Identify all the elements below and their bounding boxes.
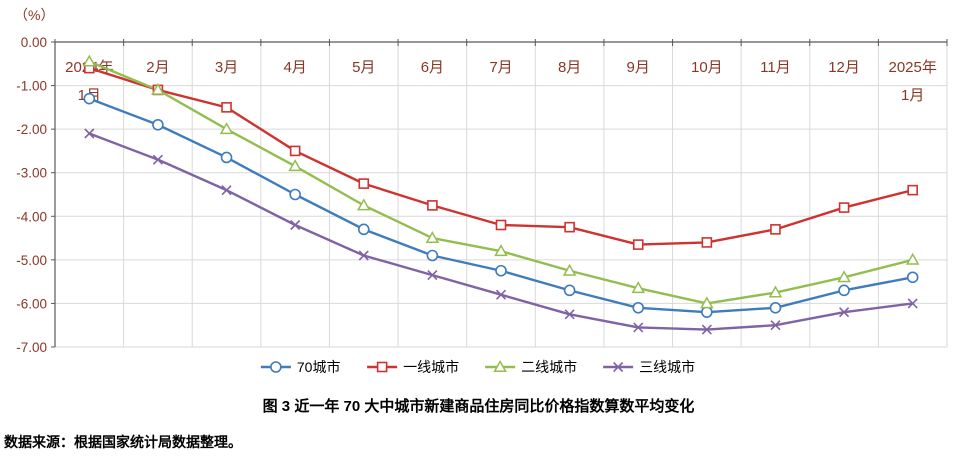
triangle-marker (837, 270, 851, 283)
gridlines (55, 42, 948, 348)
legend-item: 70城市 (260, 359, 341, 375)
x-tick-label: 2月 (146, 59, 169, 76)
square-marker (376, 361, 388, 373)
triangle-marker (356, 198, 371, 211)
x-marker (495, 289, 507, 300)
x-tick-label: 9月 (627, 59, 650, 76)
legend-item: 三线城市 (603, 359, 695, 375)
square-marker (289, 145, 301, 157)
x-tick-label: 6月 (421, 59, 444, 76)
x-tick-label: 7月 (489, 59, 512, 76)
triangle-marker (82, 54, 97, 67)
square-marker (358, 178, 370, 189)
x-tick-label: 3月 (215, 59, 238, 76)
x-marker (701, 324, 712, 335)
x-axis-labels: 2024年1月2月3月4月5月6月7月8月9月10月11月12月2025年1月 (65, 59, 937, 104)
circle-marker (270, 361, 282, 373)
y-tick-label: -3.00 (16, 166, 47, 181)
x-marker (84, 128, 95, 139)
x-marker (907, 298, 918, 309)
triangle-marker (631, 281, 646, 294)
x-marker (770, 320, 781, 331)
triangle-marker (700, 296, 714, 309)
circle-marker (83, 92, 96, 105)
triangle-marker (151, 82, 165, 95)
circle-marker (152, 118, 164, 131)
x-tick-label: 12月 (828, 59, 860, 76)
y-tick-label: -7.00 (16, 340, 47, 355)
square-marker (632, 239, 644, 250)
y-tick-label: -6.00 (16, 296, 47, 311)
x-tick-label: 10月 (691, 59, 723, 76)
legend-item: 二线城市 (485, 359, 577, 375)
x-tick-label: 4月 (283, 59, 306, 76)
square-marker (907, 184, 918, 196)
circle-marker (701, 306, 713, 318)
x-tick-label: 11月 (760, 59, 791, 76)
circle-marker (563, 284, 576, 297)
circle-marker (220, 151, 233, 164)
triangle-marker (494, 244, 508, 257)
series-lines (88, 60, 913, 331)
y-axis-unit-label: （%） (14, 7, 54, 23)
square-marker (427, 200, 438, 211)
y-tick-label: -1.00 (16, 79, 47, 94)
legend-label: 一线城市 (403, 359, 459, 375)
triangle-marker (288, 159, 302, 172)
circle-marker (426, 249, 439, 262)
y-tick-label: -4.00 (16, 209, 47, 224)
x-marker (633, 322, 644, 333)
chart-caption: 图 3 近一年 70 大中城市新建商品住房同比价格指数算数平均变化 (262, 398, 695, 415)
square-marker (564, 221, 575, 233)
circle-marker (289, 188, 301, 201)
x-tick-label: 5月 (352, 59, 375, 76)
x-tick-label: 8月 (558, 59, 581, 76)
legend: 70城市 一线城市 二线城市 三线城市 (260, 359, 695, 375)
x-marker (839, 307, 850, 318)
square-marker (770, 224, 781, 235)
square-marker (701, 237, 713, 248)
x-marker (358, 250, 369, 261)
circle-marker (357, 223, 370, 236)
line-chart: （%） 0.00 -1.00 -2.00 -3.00 -4.00 -5.00 -6.00 -7.… (14, 7, 948, 375)
legend-label: 70城市 (297, 359, 341, 375)
circle-marker (838, 284, 850, 297)
legend-item: 一线城市 (367, 359, 459, 375)
square-marker (495, 219, 507, 231)
series-markers (82, 54, 920, 335)
triangle-marker (905, 252, 920, 265)
x-marker (152, 154, 163, 165)
triangle-marker (562, 263, 577, 276)
circle-marker (632, 301, 645, 314)
x-marker (613, 361, 624, 373)
y-tick-label: -2.00 (16, 122, 47, 137)
x-marker (221, 185, 232, 196)
x-tick-label: 2025年 1月 (889, 59, 937, 104)
axes (51, 39, 948, 348)
circle-marker (495, 264, 507, 277)
series-line-circle (88, 97, 913, 314)
series-line-x (88, 132, 913, 331)
data-source-note: 数据来源：根据国家统计局数据整理。 (4, 434, 242, 450)
triangle-marker (768, 285, 783, 298)
circle-marker (906, 271, 919, 284)
triangle-marker (493, 359, 507, 372)
y-tick-label: 0.00 (21, 35, 47, 50)
legend-label: 二线城市 (521, 359, 577, 375)
circle-marker (769, 301, 782, 314)
legend-label: 三线城市 (639, 359, 695, 375)
square-marker (838, 202, 850, 213)
x-marker (290, 219, 301, 231)
y-tick-label: -5.00 (16, 253, 47, 268)
x-marker (564, 309, 575, 320)
triangle-marker (425, 231, 440, 244)
series-line-square (88, 66, 913, 246)
square-marker (221, 102, 232, 113)
y-axis-labels: 0.00 -1.00 -2.00 -3.00 -4.00 -5.00 -6.00 -7.00 (16, 35, 47, 355)
triangle-marker (219, 122, 234, 135)
x-marker (427, 270, 438, 281)
